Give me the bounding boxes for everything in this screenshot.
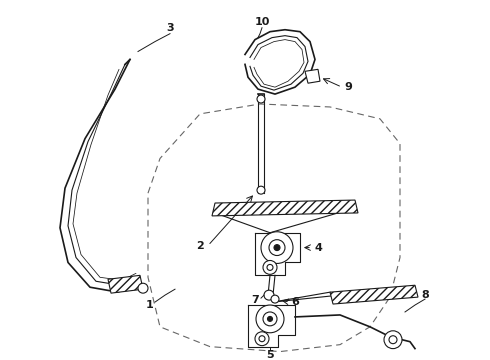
Circle shape	[259, 336, 265, 342]
Circle shape	[384, 331, 402, 348]
Text: 8: 8	[421, 290, 429, 300]
Polygon shape	[108, 275, 143, 293]
Text: 2: 2	[196, 240, 204, 251]
Circle shape	[138, 283, 148, 293]
Circle shape	[269, 240, 285, 256]
Polygon shape	[212, 200, 358, 216]
Circle shape	[257, 95, 265, 103]
Circle shape	[263, 312, 277, 326]
Circle shape	[267, 265, 273, 270]
Text: 5: 5	[266, 350, 274, 360]
Text: 10: 10	[254, 17, 270, 27]
Circle shape	[255, 332, 269, 346]
Text: 3: 3	[166, 23, 174, 33]
Text: 1: 1	[146, 300, 154, 310]
Text: 6: 6	[291, 297, 299, 307]
Circle shape	[256, 305, 284, 333]
Text: 4: 4	[314, 243, 322, 253]
Circle shape	[268, 316, 272, 321]
Circle shape	[261, 232, 293, 264]
Circle shape	[389, 336, 397, 344]
Polygon shape	[330, 285, 418, 304]
Circle shape	[257, 186, 265, 194]
Text: 7: 7	[251, 295, 259, 305]
Circle shape	[264, 290, 274, 300]
Text: 9: 9	[344, 82, 352, 92]
Circle shape	[271, 295, 279, 303]
Circle shape	[274, 245, 280, 251]
Circle shape	[263, 261, 277, 274]
Polygon shape	[305, 69, 320, 83]
